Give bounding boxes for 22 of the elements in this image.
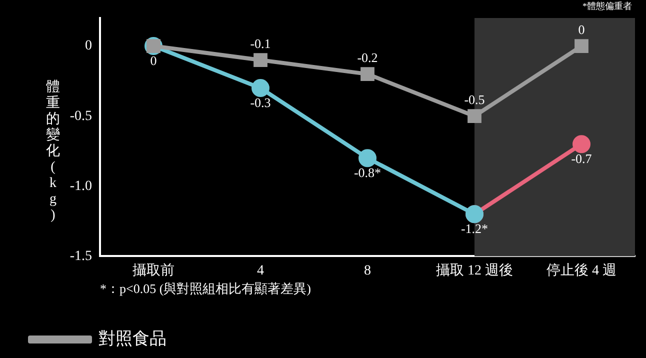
data-label: -0.3 — [250, 94, 271, 110]
data-label: -0.7 — [571, 151, 592, 166]
y-tick-label: -1.0 — [70, 178, 92, 194]
x-tick-label: 攝取前 — [132, 262, 174, 278]
y-tick-label: 0 — [85, 38, 92, 54]
text: *：p<0.05 (與對照組相比有顯著差異) — [100, 281, 311, 296]
legend-label: 對照食品 — [98, 328, 166, 348]
y-tick-label: -1.5 — [70, 248, 92, 264]
data-label: -0.8* — [354, 165, 382, 180]
x-tick-label: 4 — [257, 263, 264, 278]
data-label: -0.1 — [250, 36, 271, 51]
data-label: -0.2 — [357, 50, 378, 65]
data-label: 0 — [578, 22, 585, 37]
x-tick-label: 停止後 4 週 — [546, 262, 616, 278]
x-tick-label: 攝取 12 週後 — [436, 262, 513, 278]
data-label: 0 — [150, 52, 157, 68]
data-label: -0.5 — [464, 92, 485, 108]
y-tick-label: -0.5 — [70, 108, 92, 124]
text: *體態偏重者 — [582, 0, 632, 11]
text: 體重的變化 (kg) — [46, 80, 60, 223]
data-label: -1.2* — [460, 221, 488, 236]
x-tick-label: 8 — [364, 263, 371, 278]
